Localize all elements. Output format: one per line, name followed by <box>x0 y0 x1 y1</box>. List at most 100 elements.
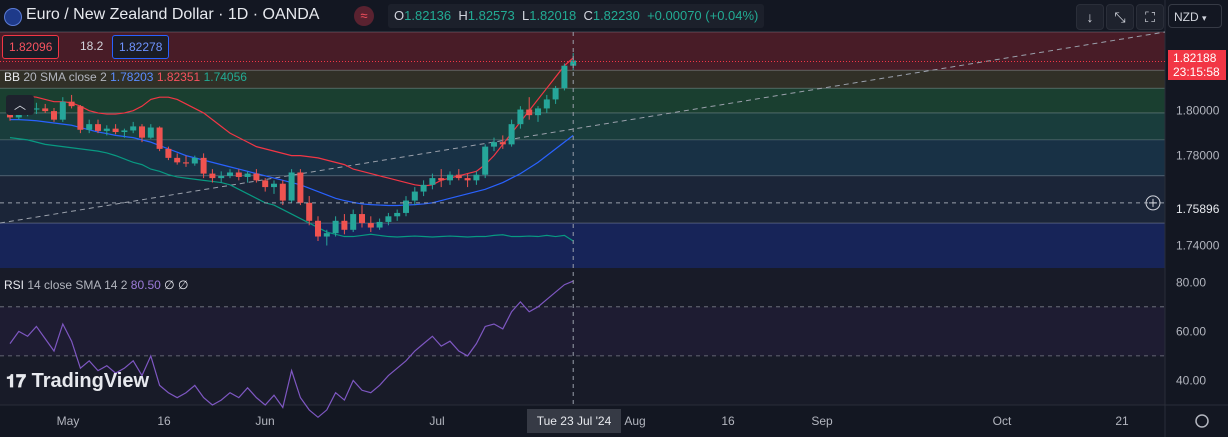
candle-body <box>464 178 471 181</box>
price-zone <box>0 88 1165 113</box>
bb-lower-line <box>9 137 574 242</box>
candle-body <box>130 126 137 131</box>
bar-countdown: 23:15:58 <box>1173 65 1220 79</box>
price-tick-label: 1.80000 <box>1176 104 1220 118</box>
rsi-value: 80.50 <box>130 278 161 292</box>
candle-body <box>323 233 330 237</box>
rsi-tick-label: 80.00 <box>1176 275 1206 289</box>
sell-price-button[interactable]: 1.82096 <box>2 35 60 59</box>
trend-line <box>0 31 1166 224</box>
bb-upper-value: 1.82351 <box>156 70 201 84</box>
candle-body <box>491 142 497 147</box>
candle-body <box>262 180 269 188</box>
candle-body <box>376 221 383 228</box>
candle-body <box>271 183 277 188</box>
candle-body <box>543 99 550 109</box>
bb-params: 20 SMA close 2 <box>23 70 107 84</box>
price-tick-label: 1.78000 <box>1176 149 1220 163</box>
candle-body <box>315 220 321 237</box>
ohlc-high-label: H <box>458 8 468 23</box>
candle-body <box>33 108 40 110</box>
candle-body <box>244 173 251 177</box>
candle-body <box>279 183 286 201</box>
currency-selector[interactable]: NZD ▾ <box>1168 4 1222 28</box>
arrow-down-icon[interactable]: ↓ <box>1076 4 1104 30</box>
candle-body <box>403 200 409 213</box>
ohlc-high: 1.82573 <box>467 8 515 23</box>
candle-body <box>147 127 154 138</box>
rsi-ma-value: ∅ <box>164 278 175 292</box>
candle-body <box>341 220 348 230</box>
candle-body <box>420 184 427 192</box>
tradingview-logo: 𝟏𝟕 TradingView <box>6 370 149 393</box>
candle-body <box>86 124 93 130</box>
gear-icon[interactable] <box>1195 414 1209 428</box>
time-tick-label: Oct <box>993 414 1012 428</box>
candle-body <box>429 178 436 185</box>
time-tick-label: 21 <box>1115 414 1129 428</box>
candle-body <box>121 130 128 133</box>
candle-body <box>103 128 110 131</box>
candle-body <box>253 173 260 181</box>
candle-body <box>156 127 163 149</box>
rsi-tick-label: 60.00 <box>1176 324 1206 338</box>
candle-body <box>51 111 57 120</box>
bb-basis-value: 1.78203 <box>110 70 154 84</box>
price-tick-label: 1.74000 <box>1176 239 1220 253</box>
market-status-icon[interactable]: ≈ <box>354 6 374 26</box>
ohlc-change: +0.00070 (+0.04%) <box>647 8 759 23</box>
rsi-params: 14 close SMA 14 2 <box>27 278 128 292</box>
candle-body <box>42 108 49 112</box>
buy-price-button[interactable]: 1.82278 <box>112 35 170 59</box>
ohlc-open-label: O <box>394 8 405 23</box>
candle-body <box>482 146 489 175</box>
spread-value: 18.2 <box>80 39 104 53</box>
candle-body <box>77 106 84 130</box>
ohlc-close: 1.82230 <box>592 8 640 23</box>
time-tick-label: Jun <box>255 414 274 428</box>
time-tick-label: May <box>57 414 80 428</box>
currency-flag-icon <box>4 8 22 26</box>
price-zone <box>0 175 1165 224</box>
candle-body <box>288 172 295 201</box>
candle-body <box>438 178 445 181</box>
candle-body <box>165 148 172 158</box>
candle-body <box>112 128 119 133</box>
candle-body <box>517 109 524 125</box>
symbol-title[interactable]: Euro / New Zealand Dollar · 1D · OANDA <box>26 6 320 23</box>
time-tick-label: 16 <box>721 414 735 428</box>
bb-legend[interactable]: BB 20 SMA close 2 1.78203 1.82351 1.7405… <box>4 70 247 84</box>
current-price: 1.82188 <box>1173 51 1217 65</box>
candle-body <box>227 172 233 176</box>
ohlc-low-label: L <box>521 8 530 23</box>
candle-body <box>535 108 541 116</box>
add-alert-icon[interactable] <box>1145 195 1161 211</box>
fullscreen-icon[interactable]: ⛶ <box>1136 4 1164 30</box>
chevron-down-icon: ▾ <box>1202 13 1207 23</box>
candle-body <box>473 174 480 181</box>
chevron-up-icon[interactable]: ︿ <box>6 95 34 115</box>
currency-label: NZD <box>1174 10 1199 24</box>
time-tick-label: Sep <box>811 414 833 428</box>
bb-upper-line <box>9 57 574 187</box>
candle-body <box>552 88 559 100</box>
candle-body <box>394 212 401 217</box>
ohlc-open: 1.82136 <box>404 8 452 23</box>
crosshair-price-tag: 1.75896 <box>1172 200 1228 218</box>
rsi-legend[interactable]: RSI 14 close SMA 14 2 80.50 ∅ ∅ <box>4 278 188 292</box>
current-price-tag: 1.82188 23:15:58 <box>1168 50 1226 80</box>
ohlc-close-label: C <box>583 8 593 23</box>
candle-body <box>218 175 225 179</box>
time-tick-label: Aug <box>624 414 645 428</box>
candle-body <box>570 60 577 66</box>
rsi-tick-label: 40.00 <box>1176 373 1206 387</box>
collapse-arrows-icon[interactable]: ⤡ <box>1106 4 1134 30</box>
ohlc-readout: O1.82136 H1.82573 L1.82018 C1.82230 +0.0… <box>388 4 765 28</box>
candle-body <box>306 202 313 221</box>
candle-body <box>411 191 418 201</box>
watermark-text: TradingView <box>31 370 150 392</box>
candle-body <box>350 214 357 230</box>
ohlc-low: 1.82018 <box>529 8 577 23</box>
